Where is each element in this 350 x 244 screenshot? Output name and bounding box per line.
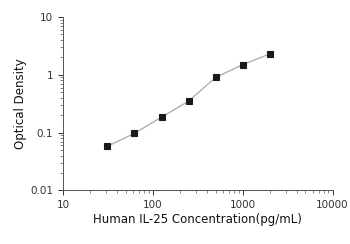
- X-axis label: Human IL-25 Concentration(pg/mL): Human IL-25 Concentration(pg/mL): [93, 213, 302, 226]
- Y-axis label: Optical Density: Optical Density: [14, 58, 28, 149]
